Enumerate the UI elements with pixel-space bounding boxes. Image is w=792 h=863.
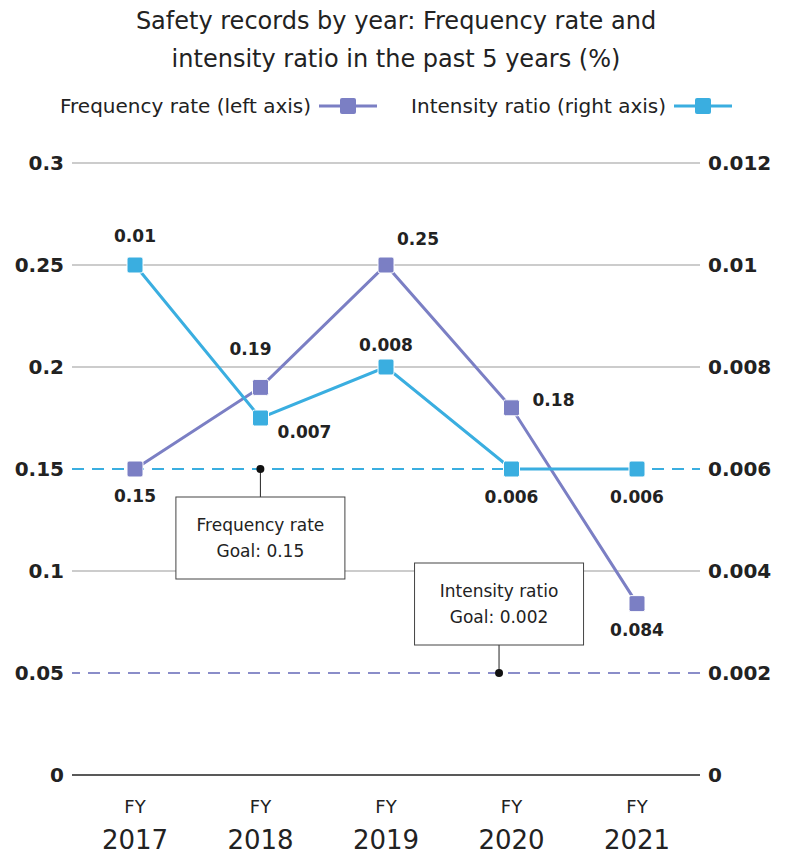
svg-text:0.012: 0.012 bbox=[708, 151, 771, 175]
svg-text:FY: FY bbox=[501, 796, 523, 817]
svg-text:0.2: 0.2 bbox=[29, 355, 64, 379]
svg-text:FY: FY bbox=[250, 796, 272, 817]
svg-text:0.3: 0.3 bbox=[29, 151, 64, 175]
svg-text:0: 0 bbox=[708, 763, 722, 787]
svg-text:2019: 2019 bbox=[353, 825, 419, 855]
svg-text:FY: FY bbox=[375, 796, 397, 817]
svg-text:FY: FY bbox=[626, 796, 648, 817]
svg-text:0.25: 0.25 bbox=[15, 253, 64, 277]
svg-text:2017: 2017 bbox=[102, 825, 168, 855]
svg-text:0.006: 0.006 bbox=[708, 457, 771, 481]
svg-text:0.19: 0.19 bbox=[230, 339, 272, 359]
svg-text:0.008: 0.008 bbox=[708, 355, 771, 379]
svg-text:0.01: 0.01 bbox=[708, 253, 757, 277]
svg-text:Frequency rate: Frequency rate bbox=[197, 515, 325, 535]
svg-text:0.006: 0.006 bbox=[485, 487, 539, 507]
html-text:Intensity ratio (right axis): Intensity ratio (right axis) bbox=[411, 94, 666, 118]
svg-text:FY: FY bbox=[124, 796, 146, 817]
svg-text:0.25: 0.25 bbox=[397, 229, 439, 249]
svg-text:0.004: 0.004 bbox=[708, 559, 771, 583]
svg-text:0.1: 0.1 bbox=[29, 559, 64, 583]
svg-text:0.15: 0.15 bbox=[114, 486, 156, 506]
svg-text:0.006: 0.006 bbox=[610, 487, 664, 507]
html-text:Safety records by year: Freque: Safety records by year: Frequency rate a… bbox=[135, 7, 657, 73]
svg-text:2018: 2018 bbox=[227, 825, 293, 855]
svg-text:Goal: 0.002: Goal: 0.002 bbox=[450, 607, 549, 627]
svg-text:0.002: 0.002 bbox=[708, 661, 771, 685]
svg-text:0.15: 0.15 bbox=[15, 457, 64, 481]
svg-text:0.01: 0.01 bbox=[114, 226, 156, 246]
html-text:Frequency rate (left axis): Frequency rate (left axis) bbox=[60, 94, 312, 118]
svg-text:0.008: 0.008 bbox=[359, 335, 413, 355]
svg-text:Intensity ratio: Intensity ratio bbox=[440, 581, 559, 601]
svg-text:2020: 2020 bbox=[478, 825, 544, 855]
svg-text:2021: 2021 bbox=[604, 825, 670, 855]
svg-text:0.18: 0.18 bbox=[533, 390, 575, 410]
svg-text:0.05: 0.05 bbox=[15, 661, 64, 685]
svg-text:0.007: 0.007 bbox=[278, 422, 332, 442]
svg-text:0: 0 bbox=[50, 763, 64, 787]
svg-text:Goal: 0.15: Goal: 0.15 bbox=[217, 541, 305, 561]
svg-text:0.084: 0.084 bbox=[610, 620, 664, 640]
